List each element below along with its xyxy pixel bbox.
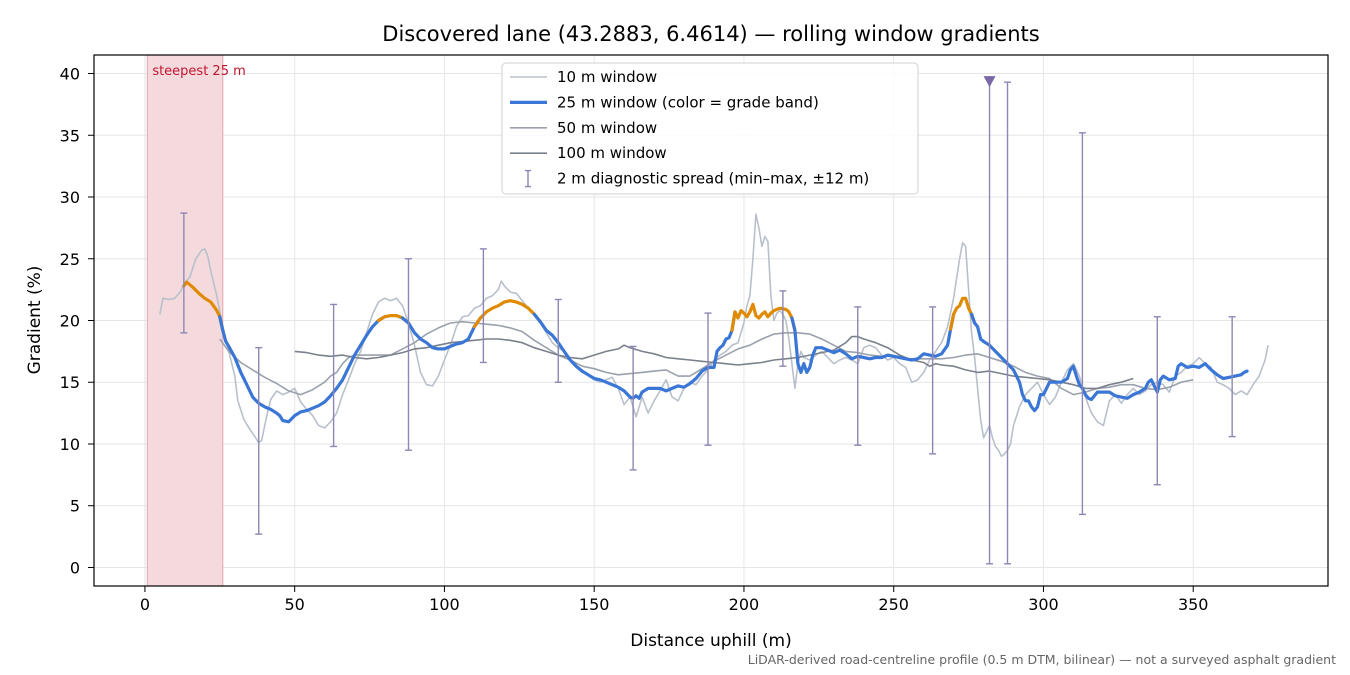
diagnostic-errorbar xyxy=(854,306,862,446)
series-layer xyxy=(159,213,1269,458)
chart-title: Discovered lane (43.2883, 6.4614) — roll… xyxy=(382,22,1039,46)
diagnostic-errorbar xyxy=(629,345,637,471)
x-tick-label: 50 xyxy=(284,595,304,614)
legend-label: 100 m window xyxy=(557,144,667,162)
y-tick-label: 20 xyxy=(60,312,80,331)
steepest-segment-highlight: steepest 25 m xyxy=(146,54,246,587)
y-tick-label: 0 xyxy=(70,558,80,577)
diagnostic-errorbar xyxy=(1228,316,1236,438)
legend-label: 2 m diagnostic spread (min–max, ±12 m) xyxy=(557,170,869,188)
y-tick-label: 10 xyxy=(60,435,80,454)
diagnostic-errorbar xyxy=(929,306,937,455)
series-line-25m-segment xyxy=(970,312,1249,413)
y-tick-label: 35 xyxy=(60,126,80,145)
x-tick-label: 100 xyxy=(429,595,460,614)
steepest-band xyxy=(146,54,224,587)
legend-label: 50 m window xyxy=(557,119,657,137)
legend-label: 25 m window (color = grade band) xyxy=(557,93,819,111)
x-tick-label: 0 xyxy=(140,595,150,614)
diagnostic-errorbar xyxy=(704,312,712,446)
series-line-25m-segment xyxy=(790,312,956,374)
series-line-25m-segment xyxy=(532,310,737,400)
footnote: LiDAR-derived road-centreline profile (0… xyxy=(748,652,1336,667)
series-line-25m-steep-segment xyxy=(730,302,797,332)
diagnostic-errorbar xyxy=(479,248,487,364)
steepest-label: steepest 25 m xyxy=(152,64,245,79)
diagnostic-errorbar xyxy=(1153,316,1161,486)
max-gradient-marker xyxy=(983,76,996,88)
y-tick-label: 25 xyxy=(60,250,80,269)
diagnostic-errorbar xyxy=(779,290,787,367)
diagnostic-spread-layer xyxy=(180,76,1236,565)
series-line-10m xyxy=(159,213,1269,458)
diagnostic-errorbar xyxy=(986,78,994,565)
diagnostic-errorbar xyxy=(255,346,263,535)
legend: 10 m window 25 m window (color = grade ba… xyxy=(501,62,919,195)
axis-ticks: 0 50 100 150 200 250 300 350 0 5 10 15 20 25 30 35 40 xyxy=(60,65,1209,614)
series-line-25m-steep-segment xyxy=(472,299,542,329)
legend-swatch-spread xyxy=(525,169,531,188)
series-line-25m-steep-segment xyxy=(949,296,977,331)
y-tick-label: 15 xyxy=(60,373,80,392)
x-tick-label: 300 xyxy=(1028,595,1059,614)
legend-box xyxy=(501,62,919,195)
series-line-25m-steep-segment xyxy=(182,280,225,332)
diagnostic-errorbar xyxy=(554,298,562,383)
x-tick-label: 350 xyxy=(1178,595,1209,614)
x-tick-label: 250 xyxy=(878,595,909,614)
series-line-100m xyxy=(294,335,1134,390)
y-axis-label: Gradient (%) xyxy=(25,266,45,375)
y-tick-label: 5 xyxy=(70,497,80,516)
diagnostic-errorbar xyxy=(330,303,338,448)
series-line-25m-segment xyxy=(218,315,387,424)
y-tick-label: 40 xyxy=(60,65,80,84)
x-tick-label: 200 xyxy=(729,595,760,614)
x-axis-label: Distance uphill (m) xyxy=(630,631,791,651)
series-line-25m-segment xyxy=(400,316,482,351)
diagnostic-errorbar xyxy=(1078,132,1086,516)
diagnostic-errorbar xyxy=(1004,81,1012,565)
diagnostic-errorbar xyxy=(180,212,188,334)
y-tick-label: 30 xyxy=(60,188,80,207)
legend-label: 10 m window xyxy=(557,68,657,86)
diagnostic-errorbar xyxy=(404,258,412,451)
x-tick-label: 150 xyxy=(579,595,610,614)
